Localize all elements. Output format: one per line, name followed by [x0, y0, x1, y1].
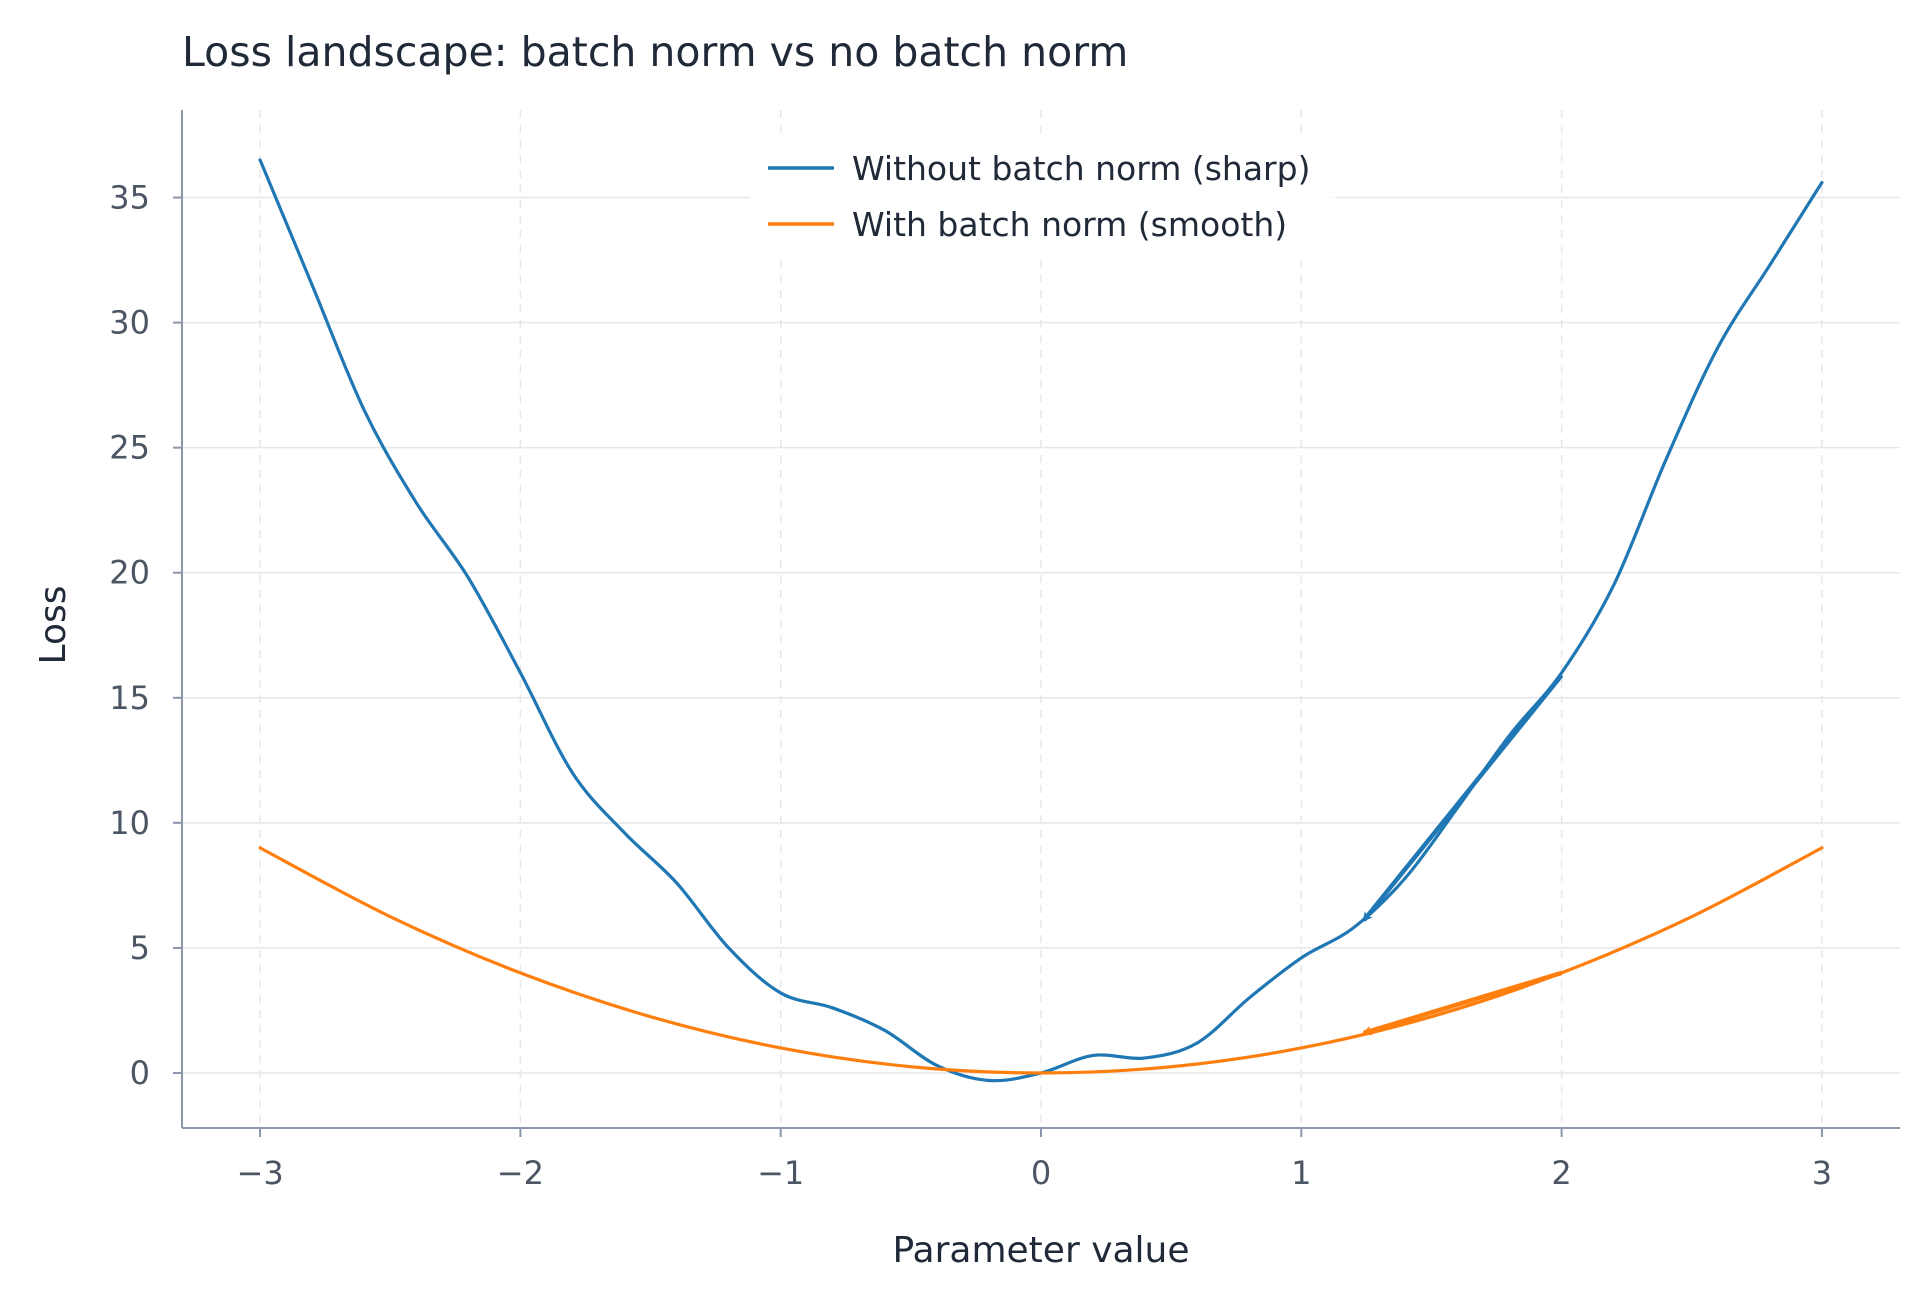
x-tick-labels: −3 −2 −1 0 1 2 3: [237, 1154, 1833, 1192]
x-tick-label: 1: [1291, 1154, 1311, 1192]
y-tick-label: 5: [130, 929, 150, 967]
x-tick-label: −3: [237, 1154, 284, 1192]
x-tick-label: −2: [497, 1154, 544, 1192]
y-tick-label: 15: [109, 679, 150, 717]
y-tick-label: 0: [130, 1054, 150, 1092]
series-group: [258, 158, 1824, 1083]
x-tick-label: 3: [1812, 1154, 1832, 1192]
legend: Without batch norm (sharp) With batch no…: [750, 138, 1335, 256]
annotations: [1361, 673, 1564, 1036]
axes: [173, 110, 1900, 1137]
y-tick-label: 10: [109, 804, 150, 842]
x-tick-label: 0: [1031, 1154, 1051, 1192]
series-line-with-batch-norm: [258, 846, 1824, 1075]
y-axis-label: Loss: [33, 586, 74, 665]
y-tick-labels: 0 5 10 15 20 25 30 35: [109, 179, 150, 1092]
chart-title: Loss landscape: batch norm vs no batch n…: [182, 28, 1128, 76]
legend-background: [750, 138, 1335, 256]
y-tick-label: 25: [109, 429, 150, 467]
grid-lines: [182, 110, 1900, 1128]
y-tick-label: 20: [109, 554, 150, 592]
legend-label-without-batch-norm: Without batch norm (sharp): [852, 149, 1310, 188]
x-axis-label: Parameter value: [892, 1230, 1189, 1271]
annotation-arrow-blue: [1362, 673, 1564, 922]
legend-label-with-batch-norm: With batch norm (smooth): [852, 205, 1287, 244]
annotation-arrow-orange: [1361, 970, 1563, 1036]
y-tick-label: 35: [109, 179, 150, 217]
x-tick-label: −1: [757, 1154, 804, 1192]
x-tick-label: 2: [1551, 1154, 1571, 1192]
y-tick-label: 30: [109, 304, 150, 342]
